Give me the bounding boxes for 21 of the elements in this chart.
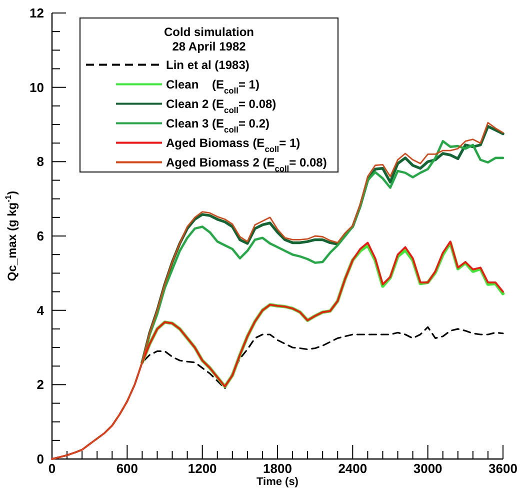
- y-tick-label: 6: [36, 228, 44, 244]
- legend-label: Clean 2 (E$_{coll}$= 0.08): [166, 96, 276, 115]
- y-tick-label: 12: [30, 6, 44, 21]
- y-tick-label: 4: [36, 302, 45, 318]
- y-tick-label: 2: [36, 377, 44, 392]
- x-tick-label: 1800: [263, 461, 292, 476]
- legend-label: Lin et al (1983): [166, 58, 250, 72]
- x-tick-label: 3000: [413, 461, 442, 476]
- legend-label: Aged Biomass (E$_{coll}$= 1): [166, 136, 300, 154]
- legend-label: Clean 3 (E$_{coll}$= 0.2): [166, 116, 270, 134]
- x-tick-label: 2400: [338, 461, 368, 476]
- legend-title: Cold simulation 28 April 1982: [164, 25, 254, 54]
- x-axis-title: Time (s): [256, 476, 299, 488]
- y-tick-label: 10: [30, 80, 44, 95]
- legend-label: Aged Biomass 2 (E$_{coll}$= 0.08): [166, 155, 327, 174]
- legend-label: Clean (E$_{coll}$= 1): [166, 77, 260, 96]
- y-tick-label: 8: [36, 154, 44, 170]
- x-tick-label: 3600: [488, 461, 518, 476]
- x-tick-label: 0: [48, 461, 56, 476]
- x-tick-label: 600: [116, 461, 138, 476]
- x-tick-label: 1200: [188, 461, 217, 476]
